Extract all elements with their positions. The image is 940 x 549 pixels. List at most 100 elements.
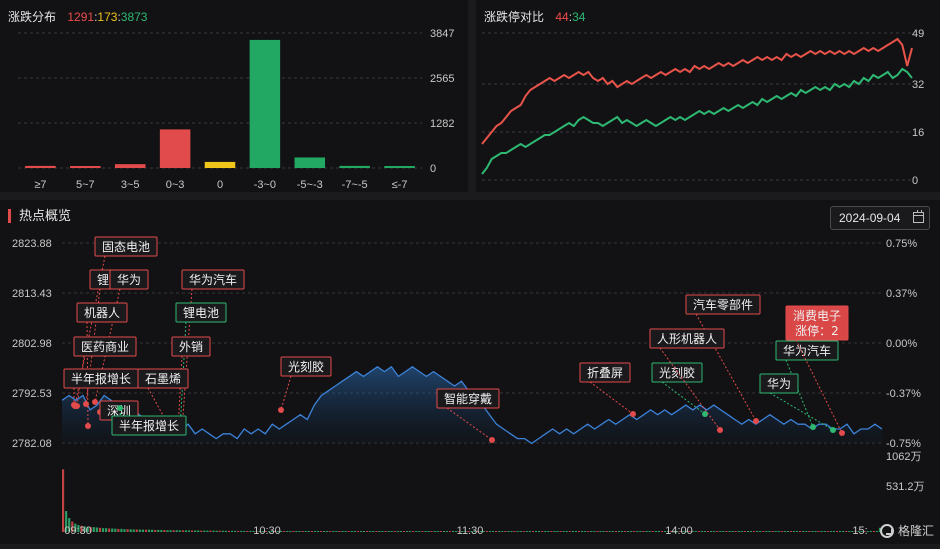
hot-overview-title: 热点概览 — [8, 209, 71, 223]
hot-tag[interactable]: 人形机器人 — [649, 328, 725, 433]
volume-bar — [141, 529, 144, 532]
volume-bar — [808, 531, 811, 532]
volume-bar — [319, 531, 323, 532]
volume-bar — [68, 518, 71, 532]
intraday-chart: 2823.88 0.75% 2813.43 0.37% 2802.98 0.00% 2792… — [12, 236, 925, 537]
tag-box — [73, 336, 137, 357]
bar-3~5 — [114, 164, 146, 168]
bar-0 — [204, 161, 236, 168]
volume-bar — [307, 531, 310, 532]
hot-tag[interactable]: 光刻胶 — [651, 362, 708, 417]
volume-bar — [667, 531, 670, 532]
volume-bar — [476, 531, 479, 532]
volume-bar — [682, 531, 685, 532]
volume-bar — [209, 530, 212, 532]
tag-connector — [769, 392, 834, 431]
tag-box — [175, 302, 227, 323]
volume-bar — [390, 531, 393, 532]
volume-bar — [525, 531, 528, 532]
volume-bar — [356, 531, 359, 532]
hot-tag[interactable]: 半年报增长 — [63, 368, 139, 408]
volume-bar — [614, 531, 617, 532]
price-tick-label: 2782.08 — [12, 438, 52, 450]
price-tick-label: 2823.88 — [12, 238, 52, 250]
hot-tag[interactable]: 锂电池 — [175, 302, 227, 433]
volume-bar — [138, 529, 141, 532]
volume-bar — [344, 531, 347, 532]
time-tick-label: 15: — [852, 525, 867, 537]
volume-bar — [605, 531, 608, 532]
date-picker[interactable]: 2024-09-04 — [830, 206, 930, 230]
hot-tag[interactable]: 光刻胶 — [278, 356, 332, 413]
volume-bar — [670, 531, 673, 532]
volume-bar — [249, 530, 252, 532]
volume-bar — [381, 531, 384, 532]
volume-bar — [731, 531, 734, 532]
volume-bar — [792, 531, 796, 532]
volume-bar — [424, 531, 427, 532]
volume-bar — [335, 531, 338, 532]
tag-text: 锂 — [97, 272, 109, 287]
volume-bar — [384, 531, 387, 532]
volume-bar — [817, 531, 820, 532]
volume-bar — [599, 531, 602, 532]
distribution-down-count: 3873 — [120, 10, 148, 24]
volume-bar — [845, 531, 848, 532]
volume-bar — [581, 531, 584, 532]
hot-tag[interactable]: 外销 — [171, 336, 211, 433]
volume-bar — [697, 531, 700, 532]
volume-bar — [802, 531, 805, 532]
hot-tag[interactable]: 医药商业 — [73, 336, 137, 409]
volume-bar — [163, 530, 166, 532]
volume-bar — [362, 531, 366, 532]
hot-tag[interactable]: 华为汽车 — [179, 269, 245, 433]
hot-tag[interactable]: 半年报增长 — [111, 405, 187, 436]
x-tick-label: 0~3 — [166, 179, 185, 191]
volume-bar — [691, 531, 694, 532]
hot-tag[interactable]: 折叠屏 — [579, 362, 636, 417]
volume-bar — [218, 530, 221, 532]
volume-bar — [464, 531, 467, 532]
bar-≤-7 — [384, 166, 415, 168]
volume-bar — [857, 531, 860, 532]
hot-tag[interactable]: 华为 — [759, 373, 836, 433]
tag-text: 机器人 — [84, 306, 120, 320]
volume-bar — [316, 531, 320, 532]
volume-bar — [534, 531, 538, 532]
volume-bar — [252, 531, 255, 532]
volume-bar — [332, 531, 335, 532]
pct-tick-label: 0.00% — [886, 338, 917, 350]
volume-bar — [461, 531, 464, 532]
hot-tag[interactable]: 汽车零部件 — [685, 294, 761, 424]
volume-bar — [805, 531, 808, 532]
volume-bar — [200, 530, 203, 532]
volume-bar — [98, 527, 102, 532]
volume-bar — [617, 531, 621, 532]
y-tick-label: 0 — [430, 163, 436, 175]
volume-bar — [62, 469, 65, 532]
volume-bar — [366, 531, 369, 532]
hot-tag[interactable]: 智能穿戴 — [436, 388, 500, 443]
volume-bar — [547, 531, 550, 532]
watermark-logo: 格隆汇 — [879, 522, 934, 539]
volume-bar — [280, 531, 283, 532]
volume-bar — [448, 531, 452, 532]
tag-box — [137, 368, 189, 389]
tag-box — [775, 340, 839, 361]
gelonghui-logo-icon — [879, 523, 894, 538]
volume-bar — [215, 530, 218, 532]
volume-bar — [458, 531, 461, 532]
volume-bar — [608, 531, 611, 532]
volume-bar — [835, 531, 839, 532]
calendar-icon[interactable] — [913, 210, 924, 223]
volume-bar — [286, 531, 289, 532]
volume-bar — [114, 528, 117, 532]
tag-text: 华为 — [767, 377, 791, 391]
volume-bar — [95, 527, 98, 532]
tag-box — [649, 328, 725, 349]
volume-bar — [427, 531, 430, 532]
hot-tag[interactable]: 华为汽车 — [775, 340, 839, 430]
hot-tag[interactable]: 机器人 — [76, 302, 128, 429]
volume-bar — [310, 531, 313, 532]
